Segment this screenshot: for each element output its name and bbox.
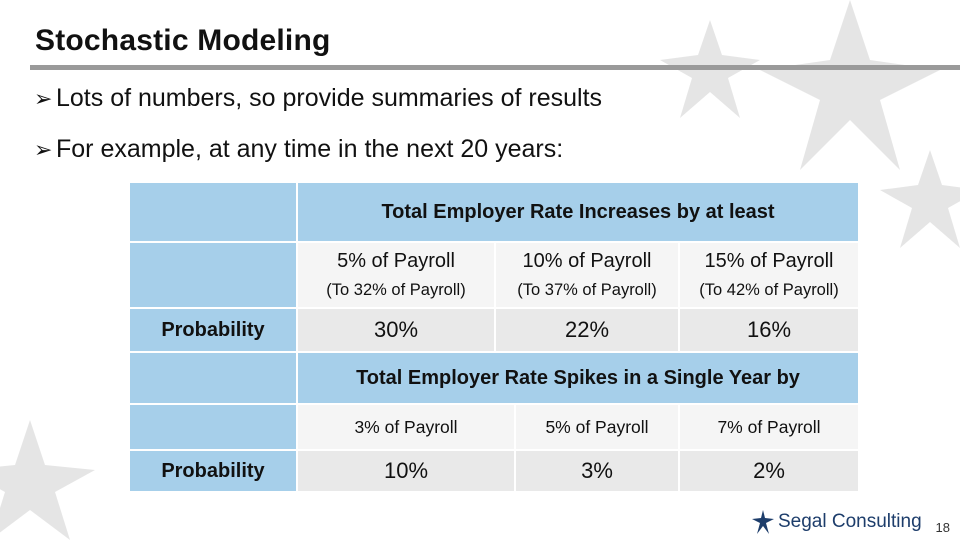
column-label: 15% of Payroll	[704, 250, 834, 272]
probability-row-label: Probability	[130, 451, 296, 491]
probability-value: 16%	[680, 309, 858, 351]
logo-text: Segal Consulting	[778, 511, 922, 532]
column-label: 3% of Payroll	[298, 405, 514, 449]
table-corner-cell	[130, 183, 296, 241]
slide-title: Stochastic Modeling	[35, 24, 331, 57]
column-sublabel: (To 32% of Payroll)	[326, 281, 466, 299]
background-star-graphic-left	[0, 420, 95, 540]
bullet-text: For example, at any time in the next 20 …	[56, 135, 564, 163]
column-label: 7% of Payroll	[680, 405, 858, 449]
arrow-bullet-icon: ➢	[34, 137, 53, 162]
bullet-item: ➢ For example, at any time in the next 20…	[34, 135, 563, 164]
table-header: Total Employer Rate Increases by at leas…	[298, 183, 858, 241]
column-sublabel: (To 42% of Payroll)	[699, 281, 839, 299]
segal-star-icon	[752, 510, 774, 534]
company-logo: Segal Consulting	[752, 510, 922, 534]
column-header-cell: 5% of Payroll (To 32% of Payroll)	[298, 243, 494, 307]
arrow-bullet-icon: ➢	[34, 86, 53, 111]
bullet-text: Lots of numbers, so provide summaries of…	[56, 84, 603, 112]
table-row-label-cell	[130, 405, 296, 449]
probability-value: 10%	[298, 451, 514, 491]
probability-value: 30%	[298, 309, 494, 351]
probability-value: 3%	[516, 451, 678, 491]
column-label: 5% of Payroll	[516, 405, 678, 449]
column-header-cell: 15% of Payroll (To 42% of Payroll)	[680, 243, 858, 307]
probability-row-label: Probability	[130, 309, 296, 351]
bullet-item: ➢ Lots of numbers, so provide summaries o…	[34, 84, 602, 113]
table-row-label-cell	[130, 243, 296, 307]
page-number: 18	[935, 520, 950, 535]
probability-value: 2%	[680, 451, 858, 491]
column-label: 10% of Payroll	[522, 250, 652, 272]
column-sublabel: (To 37% of Payroll)	[517, 281, 657, 299]
probability-value: 22%	[496, 309, 678, 351]
table-corner-cell	[130, 353, 296, 403]
table-header: Total Employer Rate Spikes in a Single Y…	[298, 353, 858, 403]
column-header-cell: 10% of Payroll (To 37% of Payroll)	[496, 243, 678, 307]
title-underline	[30, 65, 960, 70]
column-label: 5% of Payroll	[337, 250, 455, 272]
